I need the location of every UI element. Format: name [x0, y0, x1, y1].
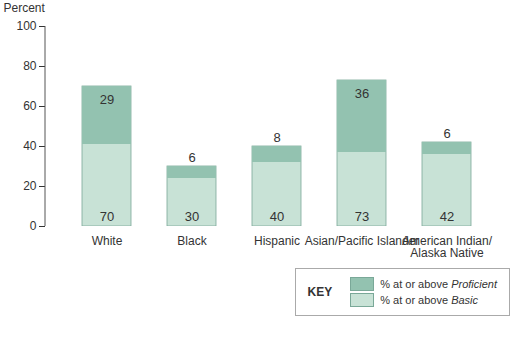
svg-text:6: 6: [443, 126, 450, 141]
svg-text:Asian/Pacific Islander: Asian/Pacific Islander: [304, 234, 420, 248]
svg-text:American Indian/Alaska Native: American Indian/Alaska Native: [402, 234, 493, 260]
svg-text:80: 80: [23, 59, 37, 73]
svg-text:20: 20: [23, 179, 37, 193]
html-text:KEY: KEY: [307, 285, 333, 299]
svg-text:36: 36: [355, 86, 369, 101]
svg-text:0: 0: [30, 219, 37, 233]
svg-text:8: 8: [273, 130, 280, 145]
svg-text:73: 73: [355, 209, 369, 224]
svg-text:100: 100: [16, 19, 36, 33]
svg-text:Black: Black: [177, 234, 207, 248]
svg-text:Percent: Percent: [4, 1, 46, 15]
svg-text:29: 29: [100, 92, 114, 107]
svg-text:40: 40: [270, 209, 284, 224]
svg-text:60: 60: [23, 99, 37, 113]
svg-text:6: 6: [188, 150, 195, 165]
svg-text:White: White: [92, 234, 123, 248]
html-text:% at or above Basic: % at or above Basic: [380, 294, 478, 306]
html-text:% at or above Proficient: % at or above Proficient: [380, 278, 497, 290]
svg-text:70: 70: [100, 209, 114, 224]
svg-text:40: 40: [23, 139, 37, 153]
svg-text:42: 42: [440, 209, 454, 224]
svg-text:30: 30: [185, 209, 199, 224]
svg-text:Hispanic: Hispanic: [254, 234, 300, 248]
